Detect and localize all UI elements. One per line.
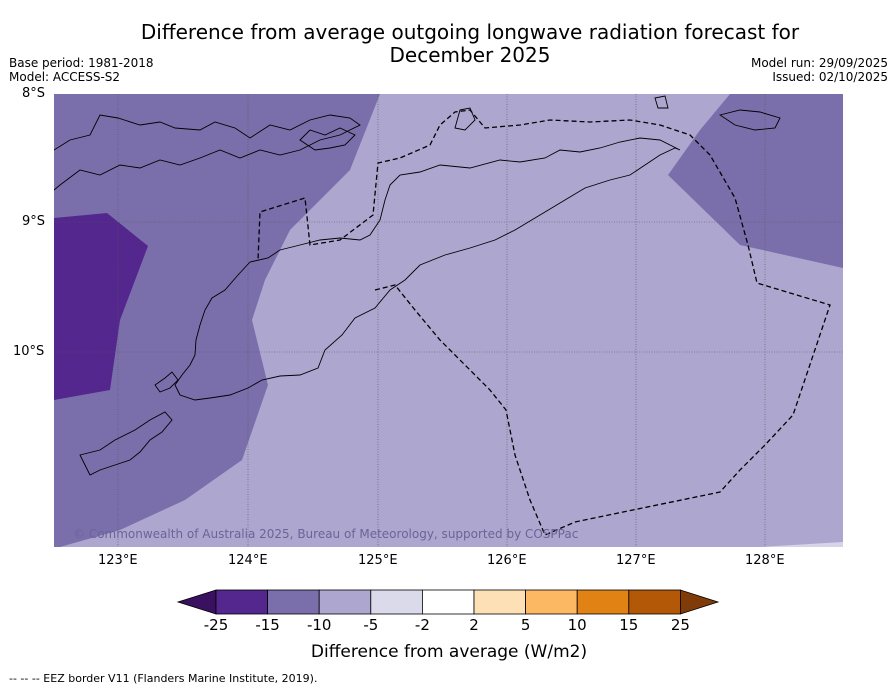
coastlines bbox=[54, 95, 781, 476]
colorbar-extend-low bbox=[176, 589, 217, 615]
colorbar-extend-high bbox=[680, 589, 720, 615]
coast-south-islands bbox=[79, 411, 173, 476]
colorbar-tick-label: 2 bbox=[469, 616, 479, 634]
colorbar-tick-label: 15 bbox=[619, 616, 638, 634]
model-text: Model: ACCESS-S2 bbox=[9, 70, 121, 84]
coast-atauro bbox=[454, 107, 476, 131]
colorbar-tick-label: -5 bbox=[363, 616, 378, 634]
colorbar-segment bbox=[421, 589, 475, 615]
lon-label: 126°E bbox=[487, 553, 527, 568]
coast-small-island bbox=[654, 95, 669, 109]
copyright-notice: © Commonwealth of Australia 2025, Bureau… bbox=[73, 527, 578, 541]
model-run-text: Model run: 29/09/2025 bbox=[750, 56, 888, 70]
colorbar-segment bbox=[628, 589, 681, 615]
coast-rote bbox=[154, 371, 179, 393]
colorbar-segment bbox=[576, 589, 630, 615]
colorbar-segment bbox=[318, 589, 372, 615]
colorbar-segment bbox=[215, 589, 268, 615]
lat-label: 9°S bbox=[22, 214, 46, 229]
lon-label: 128°E bbox=[745, 553, 785, 568]
colorbar-tick-label: -15 bbox=[255, 616, 280, 634]
colorbar-segment bbox=[473, 589, 526, 615]
colorbar-segments bbox=[176, 589, 720, 615]
coast-timor bbox=[174, 137, 681, 401]
colorbar-tick-label: 5 bbox=[521, 616, 531, 634]
lon-label: 123°E bbox=[98, 553, 138, 568]
eez-legend-note: -- -- -- EEZ border V11 (Flanders Marine… bbox=[9, 672, 318, 685]
anomaly-region-medium-west bbox=[54, 94, 380, 547]
colorbar-tick-label: -25 bbox=[204, 616, 229, 634]
chart-title-line1: Difference from average outgoing longwav… bbox=[140, 20, 800, 44]
forecast-map: © Commonwealth of Australia 2025, Bureau… bbox=[54, 94, 843, 547]
colorbar-segment bbox=[370, 589, 423, 615]
colorbar-segment bbox=[267, 589, 320, 615]
colorbar-ticks: -25 -15 -10 -5 -2 2 5 10 15 25 bbox=[204, 616, 690, 634]
chart-title-line2: December 2025 bbox=[389, 43, 551, 67]
anomaly-region-whiteish bbox=[760, 542, 843, 547]
anomaly-region-medium-east bbox=[668, 94, 843, 268]
lon-label: 125°E bbox=[358, 553, 398, 568]
lat-label: 10°S bbox=[13, 344, 45, 359]
coast-island-north bbox=[299, 127, 356, 151]
colorbar-label: Difference from average (W/m2) bbox=[311, 642, 587, 662]
base-period-text: Base period: 1981-2018 bbox=[9, 56, 154, 70]
lon-label: 127°E bbox=[616, 553, 656, 568]
colorbar-tick-label: 10 bbox=[568, 616, 587, 634]
colorbar-tick-label: -10 bbox=[307, 616, 332, 634]
lon-label: 124°E bbox=[228, 553, 268, 568]
colorbar: -25 -15 -10 -5 -2 2 5 10 15 25 Difference from av… bbox=[176, 589, 720, 662]
issued-text: Issued: 02/10/2025 bbox=[772, 70, 888, 84]
coast-wetar bbox=[718, 109, 781, 131]
colorbar-tick-label: 25 bbox=[671, 616, 690, 634]
anomaly-region-dark bbox=[54, 213, 148, 400]
coast-flores-islands bbox=[54, 114, 361, 191]
colorbar-segment bbox=[525, 589, 578, 615]
eez-border bbox=[257, 109, 831, 536]
lat-label: 8°S bbox=[22, 86, 46, 101]
colorbar-tick-label: -2 bbox=[415, 616, 430, 634]
